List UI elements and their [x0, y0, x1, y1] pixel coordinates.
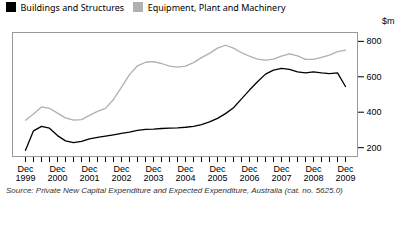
- svg-text:Dec2007: Dec2007: [271, 164, 291, 183]
- html-text:Buildings and Structures: Buildings and Structures: [20, 0, 125, 14]
- svg-text:Dec2003: Dec2003: [143, 164, 163, 183]
- svg-text:600: 600: [367, 72, 382, 82]
- svg-text:Dec2005: Dec2005: [207, 164, 227, 183]
- svg-text:Dec2006: Dec2006: [239, 164, 259, 183]
- svg-text:Dec2009: Dec2009: [335, 164, 355, 183]
- svg-text:Dec2008: Dec2008: [303, 164, 323, 183]
- svg-text:Dec1999: Dec1999: [15, 164, 35, 183]
- html-text:Source: Private New Capital Ex: Source: Private New Capital Expenditure …: [6, 186, 343, 195]
- svg-text:400: 400: [367, 107, 382, 117]
- svg-text:$m: $m: [382, 16, 395, 26]
- svg-text:Dec2000: Dec2000: [47, 164, 67, 183]
- svg-text:800: 800: [367, 36, 382, 46]
- svg-text:Dec2001: Dec2001: [79, 164, 99, 183]
- html-text:Equipment, Plant and Machinery: Equipment, Plant and Machinery: [147, 0, 286, 14]
- svg-text:200: 200: [367, 143, 382, 153]
- svg-text:Dec2002: Dec2002: [111, 164, 131, 183]
- svg-text:Dec2004: Dec2004: [175, 164, 195, 183]
